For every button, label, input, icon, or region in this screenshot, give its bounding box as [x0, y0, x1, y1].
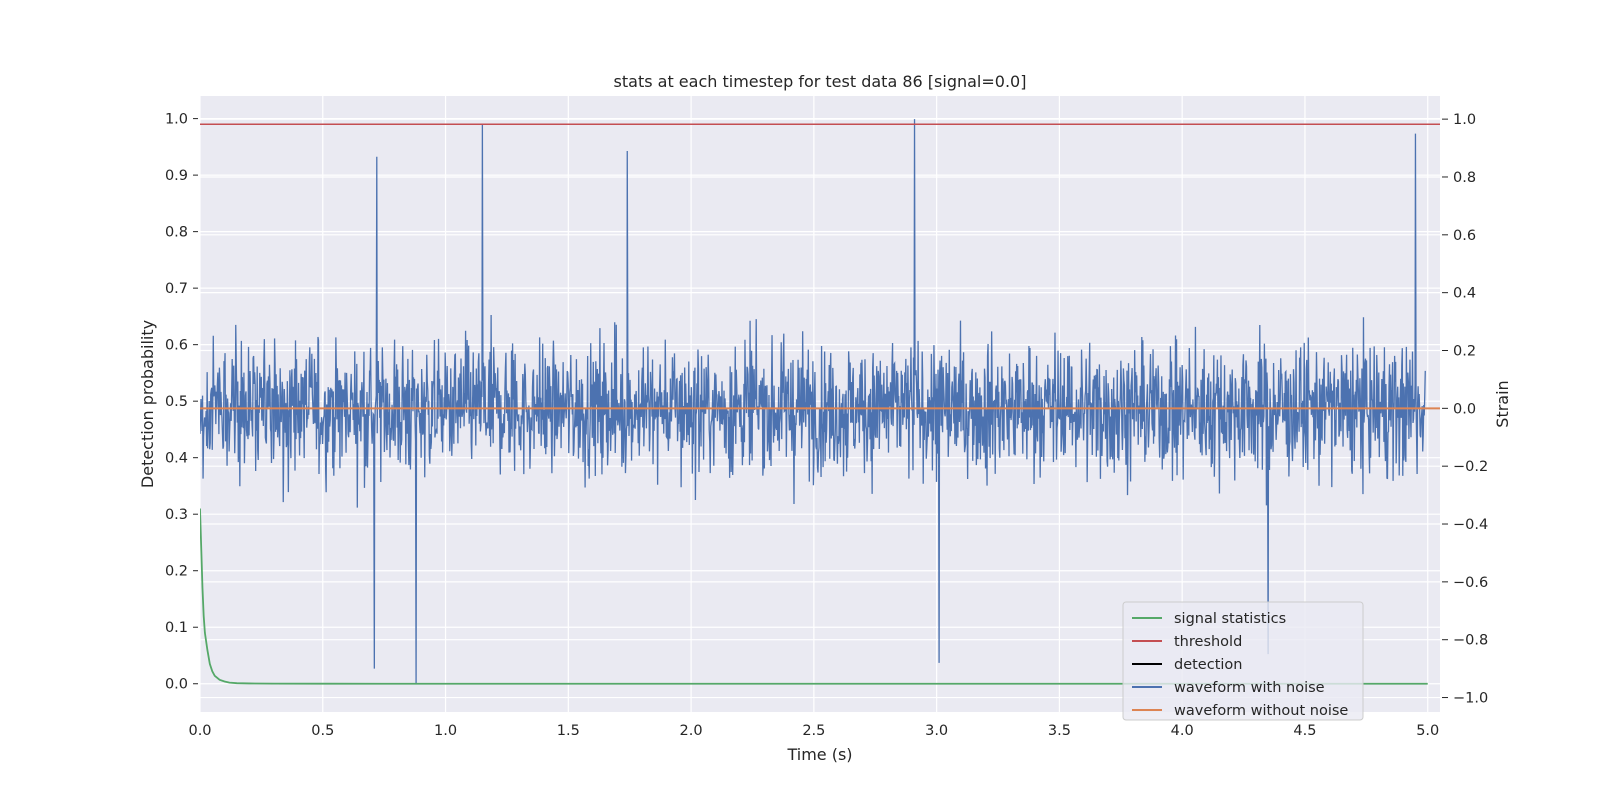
y-axis-label-left: Detection probability: [138, 320, 157, 488]
x-tick-label: 2.5: [802, 723, 825, 739]
x-tick-label: 4.5: [1293, 723, 1316, 739]
x-tick-label: 2.0: [680, 723, 703, 739]
y-ticks-right: −1.0 −0.8 −0.6 −0.4 −0.2 0.0 0.2 0.4 0.6 0.8 1.0: [1442, 112, 1488, 707]
y-tick-label-right: 0.0: [1453, 401, 1476, 417]
x-tick-label: 5.0: [1416, 723, 1439, 739]
y-tick-label-right: −1.0: [1453, 691, 1488, 707]
y-axis-label-right: Strain: [1493, 380, 1512, 427]
legend-label: waveform with noise: [1174, 680, 1325, 696]
y-tick-label-left: 0.4: [165, 451, 188, 467]
y-tick-label-left: 0.9: [165, 168, 188, 184]
legend-label: threshold: [1174, 634, 1242, 650]
y-ticks-left: 0.0 0.1 0.2 0.3 0.4 0.5 0.6 0.7 0.8 0.9 1.0: [165, 112, 198, 693]
y-tick-label-right: −0.2: [1453, 459, 1488, 475]
legend-box: [1122, 601, 1364, 721]
x-tick-label: 3.5: [1048, 723, 1071, 739]
x-tick-label: 3.0: [925, 723, 948, 739]
chart-title: stats at each timestep for test data 86 …: [614, 72, 1027, 91]
legend-label: signal statistics: [1174, 611, 1286, 627]
x-tick-label: 1.0: [434, 723, 457, 739]
y-tick-label-left: 0.6: [165, 338, 188, 354]
x-tick-label: 0.5: [311, 723, 334, 739]
y-tick-label-left: 1.0: [165, 112, 188, 128]
y-tick-label-right: −0.6: [1453, 575, 1488, 591]
y-tick-label-right: 0.8: [1453, 170, 1476, 186]
x-tick-label: 0.0: [188, 723, 211, 739]
x-ticks: 0.0 0.5 1.0 1.5 2.0 2.5 3.0 3.5 4.0 4.5 5.0: [188, 723, 1439, 739]
series-line-signal-statistics: [200, 508, 1428, 685]
legend: signal statistics threshold detection wavef…: [1122, 601, 1364, 721]
y-tick-label-left: 0.7: [165, 281, 188, 297]
y-tick-label-left: 0.2: [165, 564, 188, 580]
y-tick-label-right: 0.2: [1453, 343, 1476, 359]
series-layer: [200, 119, 1440, 685]
x-axis-label: Time (s): [786, 745, 852, 764]
x-tick-label: 4.0: [1171, 723, 1194, 739]
series-line-waveform-with-noise: [200, 119, 1426, 684]
y-tick-label-left: 0.8: [165, 225, 188, 241]
legend-label: detection: [1174, 657, 1242, 673]
y-tick-label-left: 0.5: [165, 394, 188, 410]
y-tick-label-left: 0.3: [165, 507, 188, 523]
legend-label: waveform without noise: [1174, 703, 1348, 719]
y-tick-label-left: 0.1: [165, 620, 188, 636]
x-tick-label: 1.5: [557, 723, 580, 739]
y-tick-label-right: 0.6: [1453, 228, 1476, 244]
y-tick-label-right: −0.8: [1453, 633, 1488, 649]
y-tick-label-right: 0.4: [1453, 286, 1476, 302]
y-tick-label-right: 1.0: [1453, 112, 1476, 128]
y-tick-label-right: −0.4: [1453, 517, 1488, 533]
y-tick-label-left: 0.0: [165, 677, 188, 693]
